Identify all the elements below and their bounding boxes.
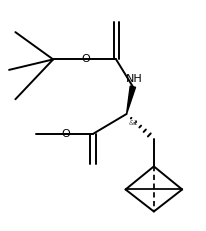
Text: O: O <box>81 54 90 64</box>
Text: NH: NH <box>125 74 142 84</box>
Polygon shape <box>126 87 135 114</box>
Text: O: O <box>61 128 70 138</box>
Text: &1: &1 <box>129 119 138 125</box>
